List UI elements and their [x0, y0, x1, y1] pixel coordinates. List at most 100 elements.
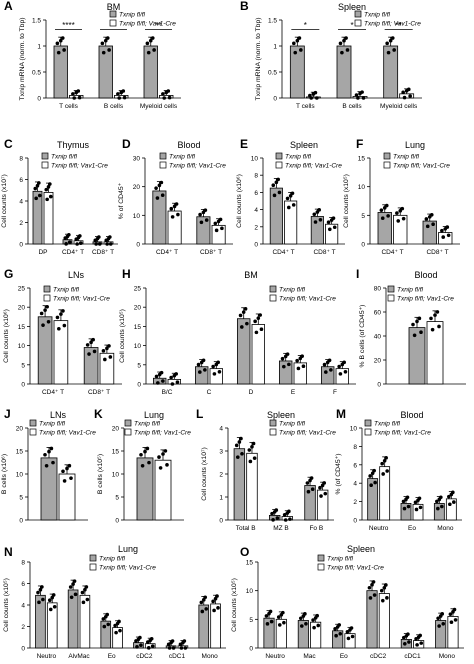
legend-label: Txnip fl/fl [99, 556, 126, 563]
y-tick-label: 2 [21, 624, 25, 631]
data-point [297, 36, 302, 40]
data-point [174, 202, 179, 206]
data-point [415, 643, 419, 647]
y-tick-label: 10 [246, 588, 254, 595]
data-point [213, 221, 218, 226]
data-point [182, 639, 187, 643]
bar [154, 459, 172, 521]
y-axis-label: % B cells (of CD45⁺) [359, 305, 366, 368]
x-tick-label: Neutro [37, 653, 57, 660]
data-point [148, 38, 153, 43]
data-point [370, 583, 374, 587]
data-point [419, 641, 424, 645]
data-point [105, 346, 109, 351]
data-point [313, 220, 318, 224]
data-point [290, 191, 295, 196]
data-point [85, 597, 90, 602]
data-point [441, 621, 446, 626]
data-point [315, 613, 319, 618]
data-point [220, 226, 224, 231]
data-point [405, 495, 410, 500]
legend-label: Txnip fl/fl [279, 421, 306, 428]
data-point [368, 596, 373, 600]
data-point [48, 182, 52, 186]
data-point [392, 48, 396, 52]
data-point [39, 311, 44, 316]
y-tick-label: 5 [137, 362, 141, 369]
data-point [71, 92, 75, 96]
bar [53, 45, 68, 99]
data-point [62, 48, 66, 52]
bar [289, 45, 305, 99]
data-point [337, 623, 342, 627]
data-point [318, 217, 323, 222]
x-tick-label: Total B [236, 525, 256, 532]
data-point [285, 352, 290, 356]
y-tick-label: 20 [112, 426, 120, 433]
data-point [429, 212, 434, 217]
sig-label: ** [396, 21, 402, 30]
x-tick-label: E [291, 389, 296, 396]
y-tick-label: 20 [374, 358, 382, 365]
panel-J: J LNs 0 5 10 15 20 B cells (x10⁶) Txnip fl/fl Txn… [1, 407, 96, 525]
x-tick-label: B/C [162, 389, 173, 396]
data-point [37, 181, 41, 185]
data-point [218, 217, 223, 222]
data-point [238, 313, 243, 318]
data-point [161, 452, 165, 456]
data-point [44, 187, 49, 192]
data-point [50, 595, 55, 600]
data-point [343, 369, 348, 374]
data-point [171, 646, 176, 650]
data-point [101, 50, 106, 55]
x-tick-label: CD8⁺ T [88, 389, 110, 396]
data-point [367, 585, 372, 590]
y-axis-label: Cell counts (x10⁶) [236, 174, 243, 228]
data-point [37, 193, 42, 198]
data-point [103, 38, 108, 43]
data-point [344, 36, 348, 40]
x-tick-label: CD4⁺ T [156, 249, 178, 256]
data-point [316, 623, 321, 628]
data-point [360, 90, 364, 94]
data-point [322, 362, 327, 367]
y-tick-label: 8 [19, 156, 23, 163]
data-point [47, 598, 52, 603]
data-point [277, 190, 282, 195]
data-point [55, 41, 60, 46]
x-tick-label: cDC2 [370, 653, 387, 660]
data-point [254, 330, 259, 335]
data-point [415, 319, 419, 324]
legend-label: Txnip fl/fl; Vav1-Cre [134, 430, 191, 437]
data-point [253, 319, 257, 324]
data-point [332, 225, 337, 230]
data-point [388, 38, 393, 43]
data-point [292, 41, 296, 46]
y-tick-label: 1.5 [268, 18, 277, 25]
x-tick-label: F [333, 389, 337, 396]
legend-swatch [317, 563, 325, 571]
data-point [117, 96, 122, 100]
legend-swatch [43, 294, 51, 302]
data-point [384, 583, 388, 587]
data-point [214, 228, 219, 233]
y-tick-label: 2 [19, 220, 23, 227]
bar [233, 448, 246, 521]
x-tick-label: CD4⁺ T [62, 249, 84, 256]
data-point [379, 588, 384, 593]
data-point [436, 506, 440, 511]
data-point [247, 448, 252, 452]
bar [152, 190, 167, 245]
legend-swatch [269, 285, 277, 293]
x-tick-label: Mono [202, 653, 219, 660]
bar [53, 320, 69, 385]
data-point [114, 630, 118, 635]
data-point [430, 327, 435, 332]
panel-letter: F [356, 137, 363, 151]
panel-title: Blood [414, 270, 437, 280]
data-point [69, 476, 73, 480]
panel-letter: M [336, 407, 346, 421]
x-tick-label: CD8⁺ T [313, 249, 335, 256]
data-point [146, 50, 151, 55]
